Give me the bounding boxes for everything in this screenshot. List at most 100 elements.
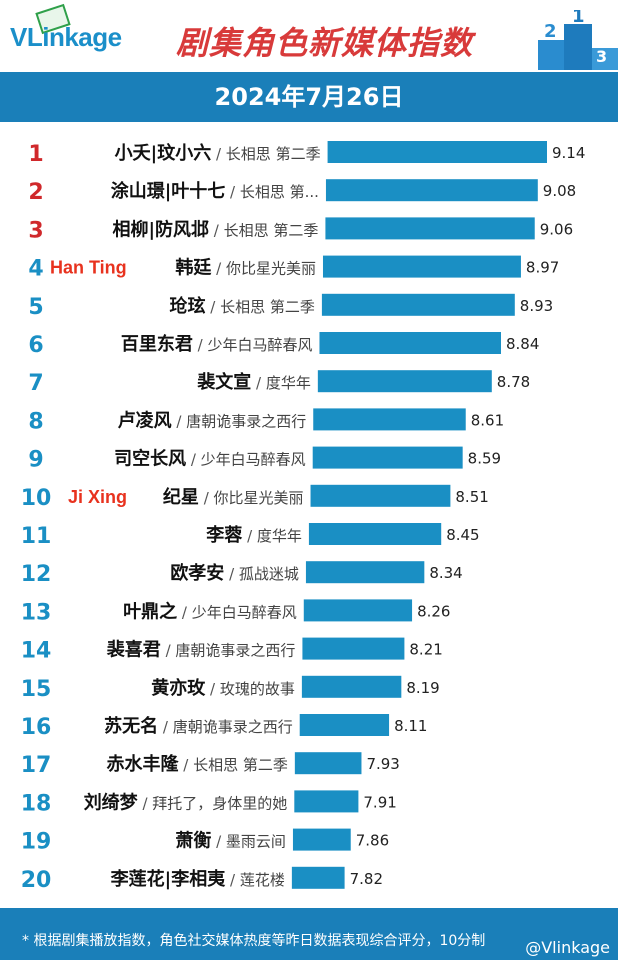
separator: /: [172, 412, 187, 430]
role-name: 相柳|防风邶: [112, 218, 209, 240]
drama-name: 墨雨云间: [226, 833, 286, 851]
separator: /: [177, 603, 192, 621]
separator: /: [225, 183, 240, 201]
score-value: 7.91: [363, 793, 396, 811]
role-label: 黄亦玫 / 玫瑰的故事: [151, 677, 295, 699]
podium-icon: 2 1 3: [538, 10, 618, 70]
drama-name: 长相思 第二季: [193, 756, 288, 774]
role-name: 司空长风: [114, 448, 186, 470]
rank-number: 11: [21, 524, 52, 549]
score-bar: [310, 484, 451, 507]
role-label: 裴文宣 / 度华年: [196, 371, 311, 393]
score-value: 8.26: [417, 602, 450, 620]
score-value: 7.82: [350, 870, 383, 888]
drama-name: 唐朝诡事录之西行: [186, 412, 306, 430]
role-name: 苏无名: [104, 715, 158, 737]
score-value: 7.93: [366, 755, 399, 773]
role-label: 涂山璟|叶十七 / 长相思 第...: [111, 180, 319, 202]
rank-number: 9: [28, 448, 43, 473]
drama-name: 少年白马醉春风: [207, 336, 312, 354]
drama-name: 少年白马醉春风: [192, 603, 297, 621]
rank-number: 4: [28, 257, 43, 282]
separator: /: [224, 565, 239, 583]
role-label: 欧孝安 / 孤战迷城: [170, 562, 299, 584]
score-value: 7.86: [356, 832, 389, 850]
role-label: 小夭|玟小六 / 长相思 第二季: [115, 142, 321, 164]
role-label: 萧衡 / 墨雨云间: [175, 830, 286, 852]
separator: /: [211, 145, 226, 163]
separator: /: [211, 260, 226, 278]
separator: /: [186, 451, 201, 469]
score-value: 8.11: [394, 717, 427, 735]
separator: /: [211, 833, 226, 851]
score-value: 8.61: [471, 411, 504, 429]
score-bar: [291, 866, 345, 889]
podium-label-1: 1: [572, 10, 585, 27]
english-name-annotation: Han Ting: [50, 258, 127, 278]
podium-label-2: 2: [544, 21, 557, 42]
drama-name: 你比星光美丽: [226, 260, 316, 278]
score-value: 8.78: [497, 373, 530, 391]
drama-name: 度华年: [257, 527, 302, 545]
score-bar: [308, 523, 442, 545]
rank-number: 13: [21, 600, 52, 625]
role-label: 韩廷 / 你比星光美丽: [175, 257, 316, 279]
role-label: 苏无名 / 唐朝诡事录之西行: [104, 715, 293, 737]
score-bar: [301, 675, 402, 698]
drama-name: 唐朝诡事录之西行: [173, 718, 293, 736]
score-value: 8.19: [406, 679, 439, 697]
rank-number: 17: [21, 753, 52, 778]
separator: /: [242, 527, 257, 545]
rank-number: 1: [28, 142, 43, 167]
page-title: 剧集角色新媒体指数: [176, 24, 474, 62]
drama-name: 长相思 第...: [240, 183, 319, 201]
separator: /: [161, 642, 176, 660]
score-value: 9.08: [543, 182, 576, 200]
drama-name: 莲花楼: [240, 871, 285, 889]
score-bar: [312, 446, 463, 469]
role-name: 萧衡: [175, 830, 211, 852]
score-value: 8.34: [429, 564, 462, 582]
drama-name: 你比星光美丽: [214, 489, 304, 507]
footer-credit: @Vlinkage: [525, 938, 610, 957]
role-label: 百里东君 / 少年白马醉春风: [121, 333, 313, 355]
separator: /: [199, 489, 214, 507]
score-value: 8.21: [409, 641, 442, 659]
score-bar: [325, 217, 535, 240]
drama-name: 少年白马醉春风: [201, 451, 306, 469]
role-name: 裴喜君: [106, 639, 161, 661]
score-bar: [299, 714, 390, 736]
score-bar: [327, 141, 547, 163]
footer-note: * 根据剧集播放指数，角色社交媒体热度等昨日数据表现综合评分，10分制: [22, 933, 486, 949]
logo: VLinkage: [10, 22, 122, 52]
score-bar: [302, 637, 405, 660]
rank-number: 14: [21, 639, 52, 664]
separator: /: [206, 298, 221, 316]
score-value: 9.14: [552, 144, 585, 162]
score-bar: [322, 255, 521, 278]
rank-number: 6: [28, 333, 43, 358]
role-label: 叶鼎之 / 少年白马醉春风: [123, 600, 297, 622]
separator: /: [205, 680, 220, 698]
rank-number: 20: [21, 868, 52, 893]
rank-number: 16: [21, 715, 52, 740]
role-label: 相柳|防风邶 / 长相思 第二季: [112, 218, 318, 240]
role-name: 卢凌风: [118, 409, 172, 431]
score-value: 8.51: [455, 488, 488, 506]
score-bar: [313, 408, 466, 431]
drama-name: 度华年: [266, 374, 311, 392]
score-bar: [303, 599, 413, 622]
role-name: 纪星: [163, 486, 199, 508]
role-label: 刘绮梦 / 拜托了，身体里的她: [84, 791, 288, 813]
ranking-chart: 1 小夭|玟小六 / 长相思 第二季 9.14 2 涂山璟|叶十七 / 长相思 第...…: [21, 141, 585, 893]
drama-name: 唐朝诡事录之西行: [175, 642, 295, 660]
score-bar: [319, 332, 501, 354]
role-name: 玱玹: [170, 295, 206, 317]
role-label: 赤水丰隆 / 长相思 第二季: [106, 753, 287, 775]
rank-number: 3: [28, 218, 43, 243]
role-label: 纪星 / 你比星光美丽: [163, 486, 304, 508]
role-name: 涂山璟|叶十七: [111, 180, 226, 202]
role-name: 韩廷: [175, 257, 212, 279]
score-value: 8.97: [526, 259, 559, 277]
role-label: 卢凌风 / 唐朝诡事录之西行: [118, 409, 307, 431]
